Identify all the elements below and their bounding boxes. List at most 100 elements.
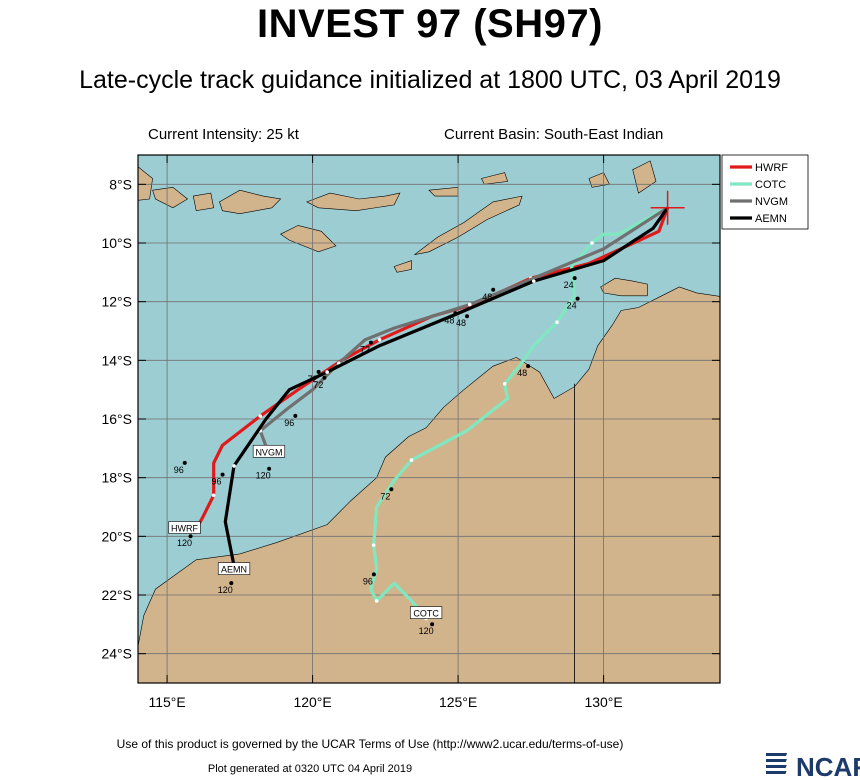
lon-tick-label: 130°E (584, 694, 622, 710)
legend-label: COTC (755, 179, 786, 191)
lat-tick-label: 8°S (109, 176, 132, 192)
track-point (371, 543, 376, 547)
tanimbar-island (632, 160, 657, 194)
track-point (211, 493, 216, 498)
lat-tick-label: 16°S (101, 411, 132, 427)
forecast-hour-label: 24 (564, 280, 574, 290)
bali-island (152, 186, 189, 209)
forecast-hour-label: 120 (177, 538, 192, 548)
track-point (232, 464, 236, 468)
track-point (325, 370, 329, 374)
forecast-hour-dot (465, 314, 470, 319)
forecast-hour-label: 96 (363, 576, 373, 586)
track-point (377, 338, 382, 342)
map-gridlines (138, 155, 720, 683)
forecast-hour-dot (322, 375, 327, 380)
track-end-label: NVGM (255, 447, 282, 457)
track-point (502, 382, 507, 386)
track-line-nvgm (258, 206, 669, 455)
track-line-aemn (223, 206, 669, 567)
lat-tick-label: 14°S (101, 352, 132, 368)
lat-tick-label: 20°S (101, 528, 132, 544)
timor-island (414, 195, 523, 255)
forecast-hour-label: 96 (284, 418, 294, 428)
forecast-hour-dot (220, 472, 225, 477)
legend: HWRF COTC NVGM AEMN (721, 154, 809, 230)
track-point (467, 302, 472, 307)
lat-tick-label: 22°S (101, 587, 132, 603)
track-end-label-box (409, 606, 443, 619)
track-point (590, 241, 594, 245)
lat-tick-label: 12°S (101, 294, 132, 310)
legend-label: HWRF (755, 162, 788, 174)
lon-tick-label: 115°E (148, 694, 185, 710)
forecast-hour-label: 120 (218, 585, 233, 595)
current-basin: Current Basin: South-East Indian (444, 126, 664, 143)
forecast-hour-dot (575, 296, 580, 301)
forecast-hour-dot (182, 460, 187, 465)
flores-island (306, 192, 401, 212)
forecast-tracks: 48 72 96 120 HWRF 24 48 72 96 120 COTC 24 48 72 96 120 N… (168, 206, 670, 636)
forecast-hour-dot (368, 340, 373, 345)
forecast-hour-label: 120 (256, 471, 271, 481)
forecast-hour-label: 72 (313, 380, 323, 390)
track-end-label-box (168, 521, 201, 534)
forecast-hour-label: 72 (360, 345, 370, 355)
forecast-hour-label: 48 (444, 315, 454, 325)
lombok-island (192, 192, 215, 212)
forecast-hour-dot (430, 622, 435, 627)
lat-tick-label: 24°S (101, 646, 132, 662)
forecast-hour-dot (526, 364, 531, 369)
forecast-hour-dot (229, 581, 234, 586)
forecast-hour-label: 48 (456, 318, 466, 328)
forecast-hour-dot (188, 534, 193, 539)
forecast-hour-label: 96 (174, 465, 184, 475)
roti-island (393, 260, 412, 273)
forecast-hour-dot (267, 466, 272, 471)
track-end-label: HWRF (171, 524, 198, 534)
track-point (531, 279, 536, 283)
current-position-marker (650, 190, 685, 225)
track-point (555, 320, 559, 325)
forecast-hour-label: 72 (380, 491, 390, 501)
current-intensity: Current Intensity: 25 kt (148, 126, 299, 143)
forecast-hour-dot (316, 369, 321, 374)
ncar-logo-text: NCAR (796, 752, 860, 780)
ncar-logo-icon: NCAR (766, 752, 860, 780)
track-point (409, 458, 414, 462)
track-end-label: AEMN (221, 565, 247, 575)
lon-tick-label: 120°E (293, 694, 331, 710)
forecast-hour-label: 48 (482, 292, 492, 302)
forecast-hour-dot (572, 276, 577, 281)
track-end-label-box (217, 562, 251, 575)
lat-tick-label: 18°S (101, 470, 132, 486)
forecast-hour-label: 24 (567, 301, 577, 311)
forecast-hour-label: 48 (517, 368, 527, 378)
sumbawa-island (219, 189, 282, 215)
terms-of-use: Use of this product is governed by the U… (116, 737, 624, 751)
track-end-label: COTC (413, 609, 439, 619)
melville-island (600, 277, 648, 297)
lon-tick-label: 125°E (439, 694, 477, 710)
track-line-cotc (369, 206, 669, 620)
sumba-island (280, 225, 337, 253)
forecast-hour-dot (371, 572, 376, 577)
java-east (138, 166, 153, 201)
track-point (374, 599, 379, 603)
forecast-hour-label: 120 (419, 626, 434, 636)
plot-generated-time: Plot generated at 0320 UTC 04 April 2019 (207, 763, 413, 775)
forecast-hour-label: 96 (212, 477, 222, 487)
forecast-hour-dot (293, 413, 298, 418)
page-subtitle: Late-cycle track guidance initialized at… (79, 66, 781, 94)
page-title: INVEST 97 (SH97) (257, 2, 603, 46)
forecast-hour-dot (389, 487, 394, 492)
legend-label: AEMN (755, 213, 787, 225)
legend-label: NVGM (755, 196, 788, 208)
track-point (258, 414, 263, 418)
wetar-island (480, 172, 508, 185)
lat-tick-label: 10°S (101, 235, 132, 251)
forecast-hour-dot (491, 287, 496, 292)
map-axes: 115°E 120°E 125°E 130°E 8°S 10°S 12°S 14°S 16°S 1… (101, 154, 721, 710)
track-end-label-box (252, 444, 286, 458)
